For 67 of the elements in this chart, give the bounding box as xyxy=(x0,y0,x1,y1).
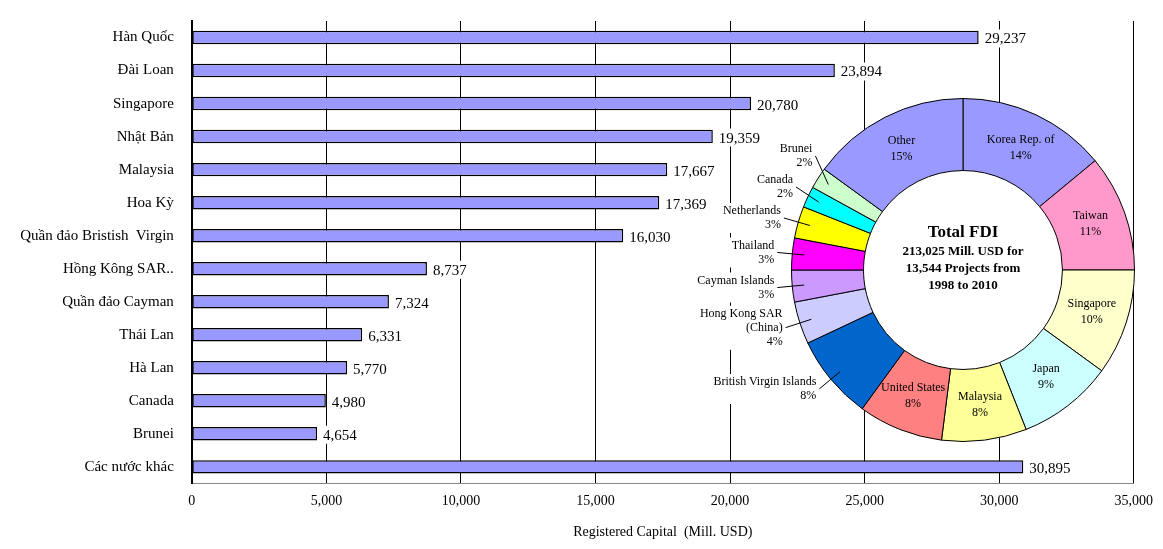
data-label: 29,237 xyxy=(984,30,1027,47)
slice-label: Brunei xyxy=(779,141,814,156)
data-label: 23,894 xyxy=(840,63,883,80)
data-label: 3% xyxy=(758,251,775,266)
y-tick-label: Brunei xyxy=(132,424,174,441)
x-tick-label: 0 xyxy=(188,493,196,509)
slice-label: Malaysia xyxy=(957,388,1003,403)
data-label: 8% xyxy=(905,396,922,411)
x-tick-label: 15,000 xyxy=(576,493,615,509)
y-tick-label: Quần đảo Cayman xyxy=(62,292,175,309)
slice-label: Hong Kong SAR (China) xyxy=(699,305,783,334)
slice-label: Japan xyxy=(1032,361,1060,376)
slice-label: Korea Rep. of xyxy=(986,131,1055,146)
slice-label: British Virgin Islands xyxy=(713,374,817,389)
data-label: 14% xyxy=(1009,147,1032,162)
data-label: 19,359 xyxy=(718,129,761,146)
y-tick-label: Singapore xyxy=(112,94,175,111)
x-tick-label: 20,000 xyxy=(710,493,750,509)
data-label: 17,369 xyxy=(665,195,707,212)
slice-label: Cayman Islands xyxy=(697,272,775,287)
y-tick-label: Thái Lan xyxy=(119,325,175,342)
slice-label: Canada xyxy=(757,172,794,187)
data-label: 4% xyxy=(766,333,783,348)
y-tick-label: Các nước khác xyxy=(84,457,175,474)
data-label: 11% xyxy=(1079,224,1102,239)
y-tick-label: Đài Loan xyxy=(117,61,175,78)
y-tick-label: Canada xyxy=(128,391,175,408)
data-label: 4,980 xyxy=(331,393,366,410)
data-label: 9% xyxy=(1038,377,1055,392)
data-label: 2% xyxy=(777,186,793,201)
y-tick-label: Hàn Quốc xyxy=(112,28,175,45)
y-tick-label: Hà Lan xyxy=(129,358,175,375)
x-tick-label: 10,000 xyxy=(441,493,481,509)
x-axis-title: Registered Capital (Mill. USD) xyxy=(573,524,753,541)
slice-label: Other xyxy=(887,133,916,148)
y-tick-label: Hồng Kông SAR.. xyxy=(62,259,174,276)
data-label: 15% xyxy=(890,149,913,164)
text: 213,025 Mill. USD for 13,544 Projects from 1998 to 2010 xyxy=(901,242,1025,293)
x-tick-label: 35,000 xyxy=(1114,493,1153,509)
data-label: 16,030 xyxy=(629,228,671,245)
data-label: 5,770 xyxy=(353,360,387,377)
slice-label: Singapore xyxy=(1067,296,1117,311)
data-label: 30,895 xyxy=(1029,459,1071,476)
y-tick-label: Quần đảo Bristish Virgin xyxy=(20,226,175,243)
slice-label: United States xyxy=(880,380,946,395)
slice-label: Netherlands xyxy=(722,203,782,218)
data-label: 7,324 xyxy=(394,294,430,311)
x-tick-label: 30,000 xyxy=(979,493,1019,509)
data-label: 8% xyxy=(971,404,988,419)
slice-label: Taiwan xyxy=(1072,208,1109,223)
y-tick-label: Nhật Bản xyxy=(116,127,175,144)
text: Total FDI xyxy=(926,222,1000,242)
data-label: 20,780 xyxy=(757,96,799,113)
data-label: 8% xyxy=(800,388,817,403)
y-tick-label: Hoa Kỳ xyxy=(126,193,175,210)
x-tick-label: 25,000 xyxy=(845,493,884,509)
data-label: 6,331 xyxy=(368,327,402,344)
data-label: 4,654 xyxy=(323,426,358,443)
data-label: 8,737 xyxy=(432,261,468,278)
data-label: 3% xyxy=(764,217,781,232)
y-tick-label: Malaysia xyxy=(118,160,175,177)
data-label: 2% xyxy=(796,155,813,170)
data-label: 3% xyxy=(758,286,775,301)
x-tick-label: 5,000 xyxy=(310,493,343,509)
data-label: 10% xyxy=(1080,312,1103,327)
slice-label: Thailand xyxy=(731,237,775,252)
data-label: 17,667 xyxy=(673,162,716,179)
